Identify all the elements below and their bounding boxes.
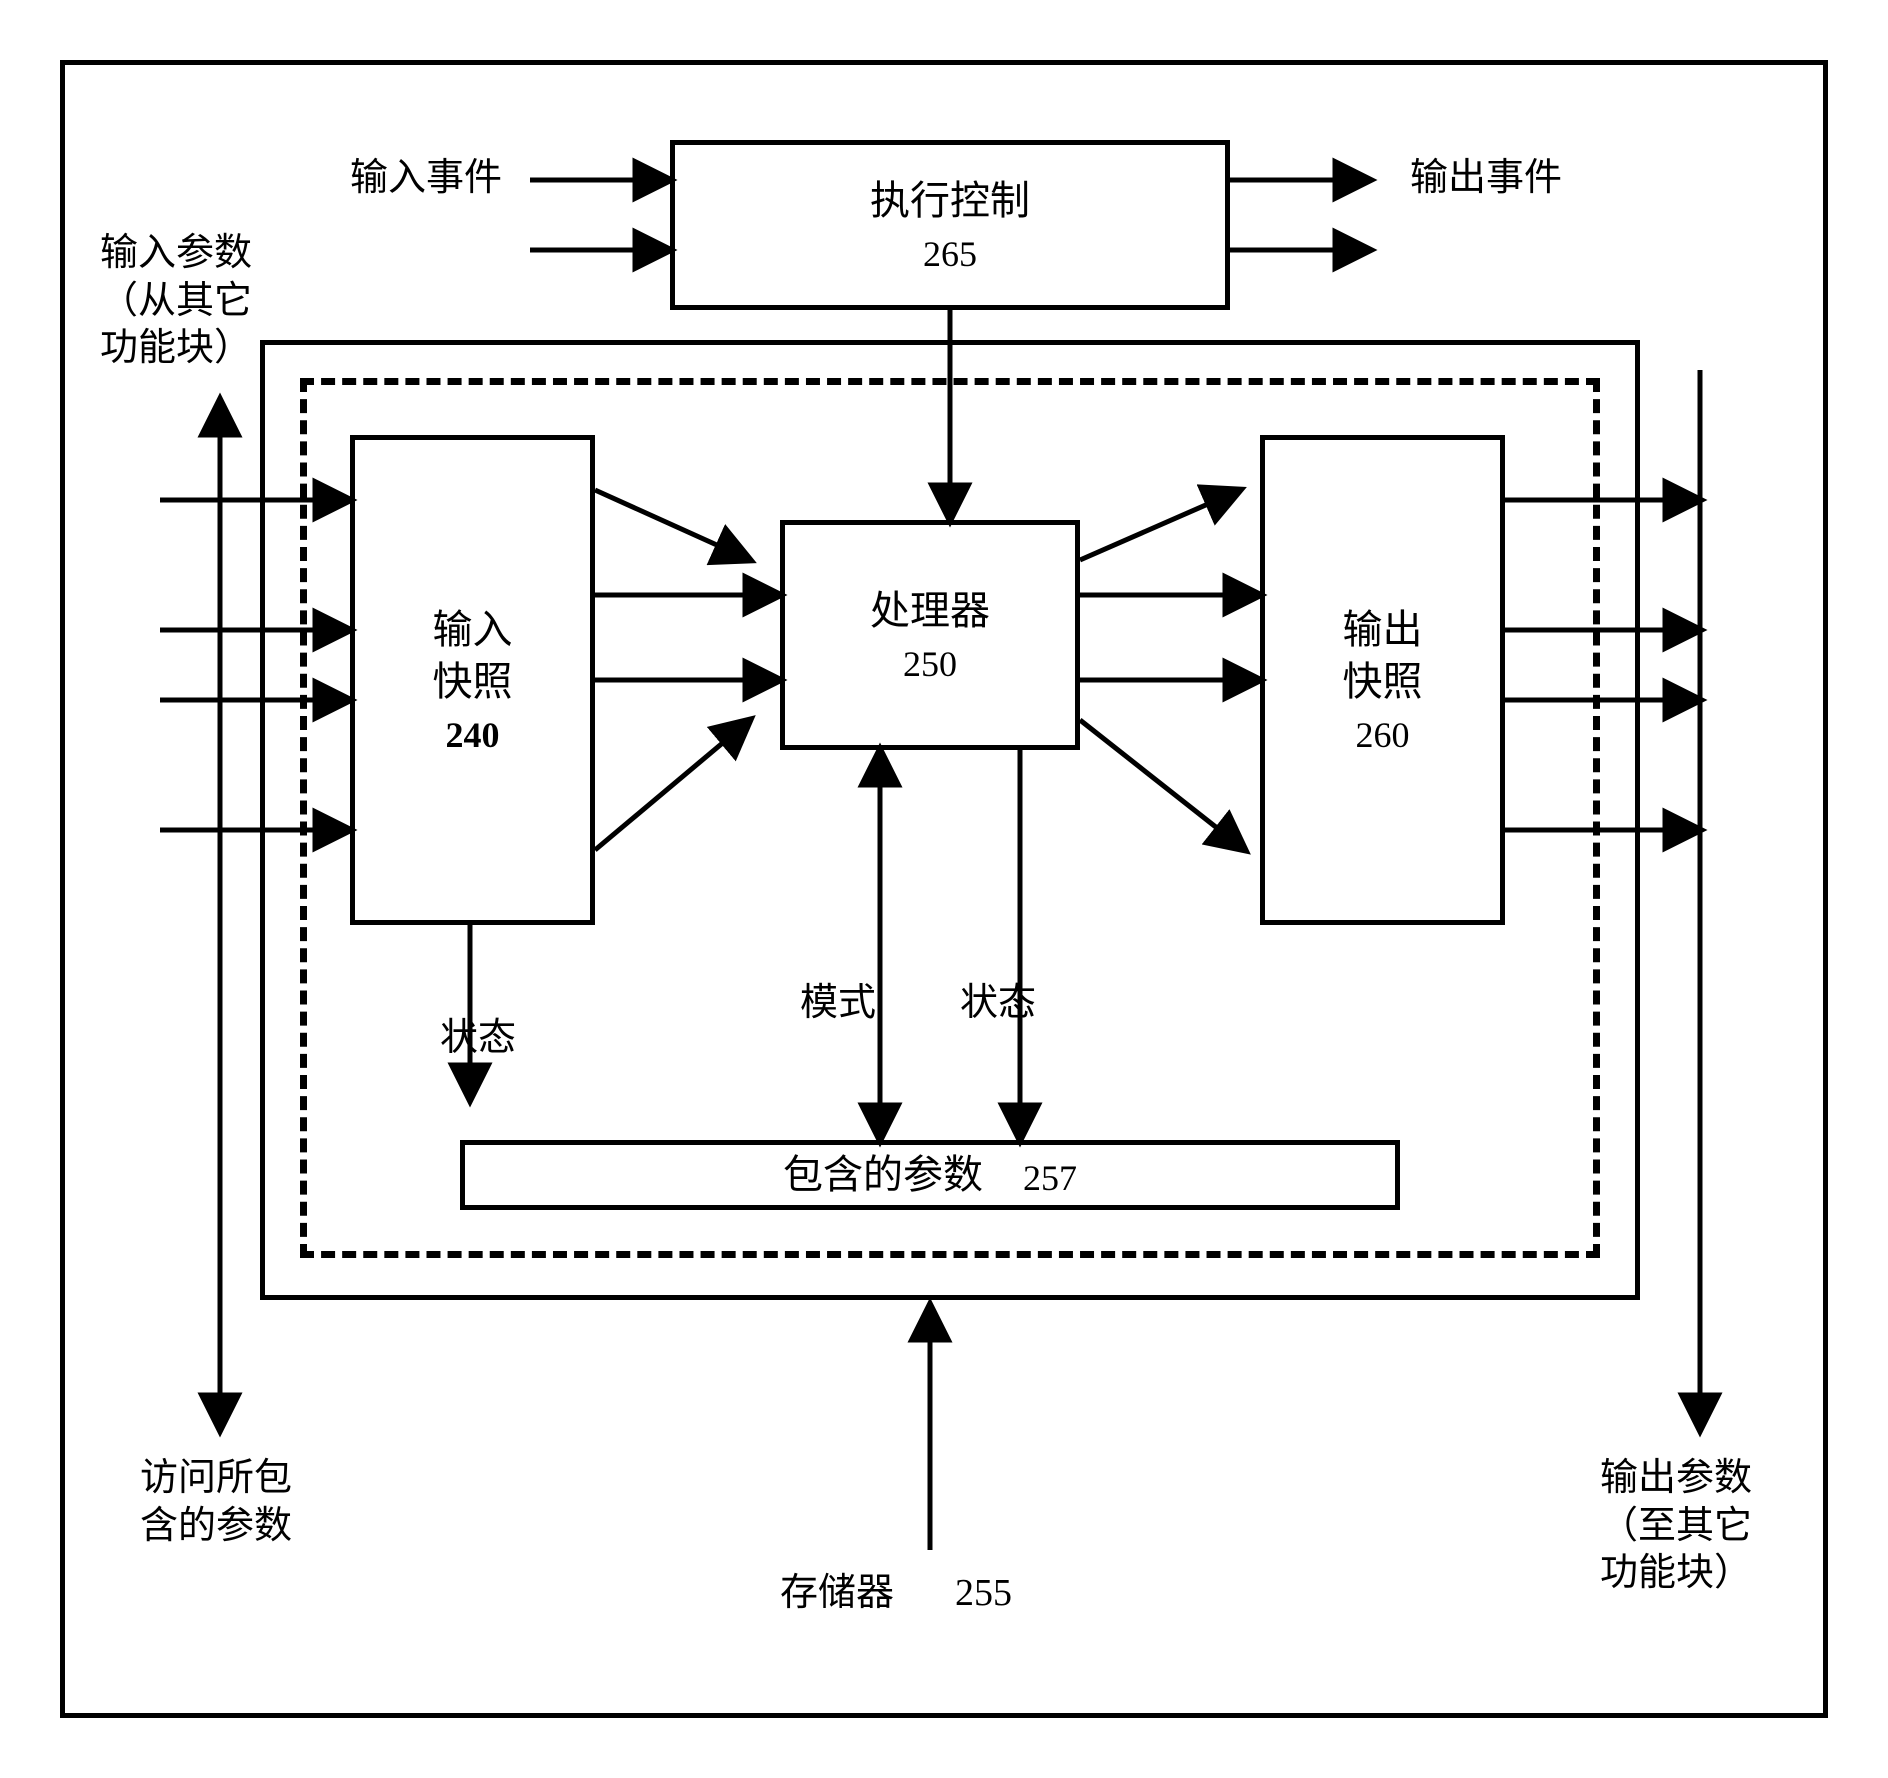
label-mode: 模式 [800, 980, 876, 1028]
output-snapshot-title: 输出 快照 [1343, 604, 1423, 708]
input-snapshot-num: 240 [446, 714, 500, 756]
input-snapshot-title: 输入 快照 [433, 604, 513, 708]
contained-params-title: 包含的参数 [783, 1149, 983, 1201]
label-memory-num: 255 [955, 1570, 1012, 1618]
label-status-left: 状态 [440, 1015, 516, 1063]
diagram-root: 执行控制 265 输入 快照 240 处理器 250 输出 快照 260 包含的… [60, 60, 1828, 1718]
contained-params-num: 257 [1023, 1157, 1077, 1199]
label-output-params: 输出参数 （至其它 功能块） [1600, 1455, 1752, 1598]
exec-control-title: 执行控制 [870, 175, 1030, 227]
label-status-mid: 状态 [960, 980, 1036, 1028]
exec-control-box: 执行控制 265 [670, 140, 1230, 310]
output-snapshot-box: 输出 快照 260 [1260, 435, 1505, 925]
output-snapshot-num: 260 [1356, 714, 1410, 756]
label-memory: 存储器 [780, 1570, 894, 1618]
processor-num: 250 [903, 643, 957, 685]
label-access-params: 访问所包 含的参数 [140, 1455, 292, 1550]
exec-control-num: 265 [923, 233, 977, 275]
processor-box: 处理器 250 [780, 520, 1080, 750]
input-snapshot-box: 输入 快照 240 [350, 435, 595, 925]
label-output-event: 输出事件 [1410, 155, 1562, 203]
label-input-params: 输入参数 （从其它 功能块） [100, 230, 252, 373]
contained-params-box: 包含的参数 257 [460, 1140, 1400, 1210]
processor-title: 处理器 [870, 585, 990, 637]
label-input-event: 输入事件 [350, 155, 502, 203]
